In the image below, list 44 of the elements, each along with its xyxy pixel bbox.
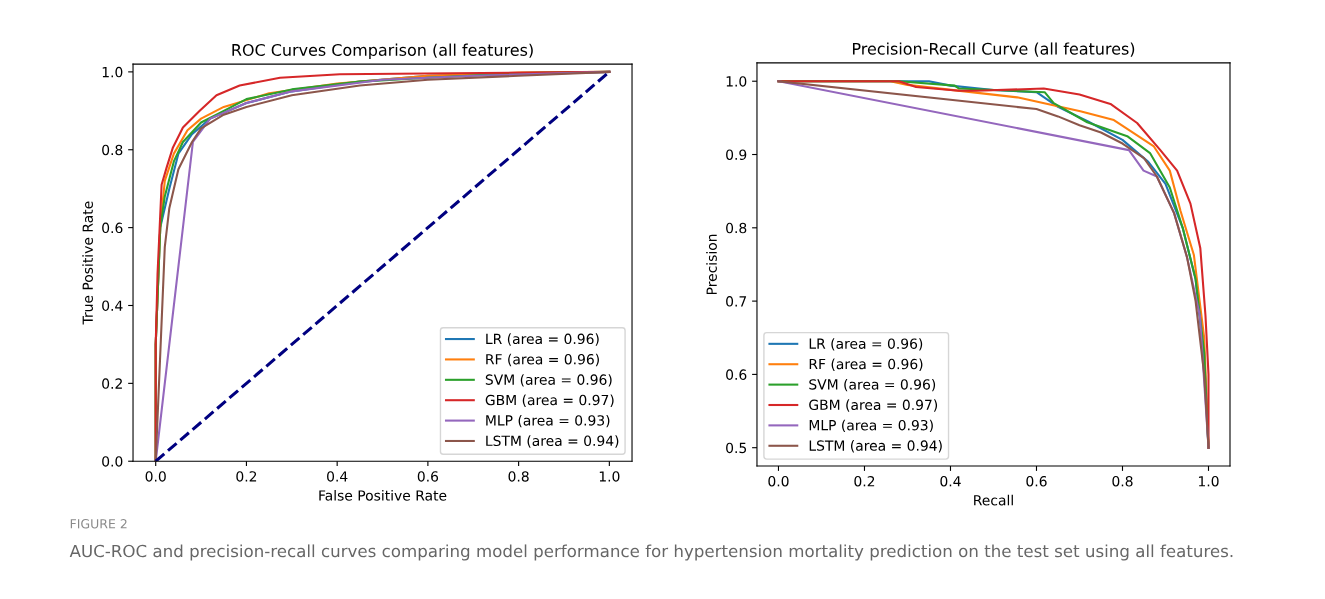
x-tick-label: 0.2 (236, 471, 257, 482)
legend-label: GBM (area = 0.97) (809, 399, 938, 412)
y-tick-label: 0.7 (726, 296, 747, 307)
y-tick-label: 0.5 (726, 442, 747, 454)
x-tick-label: 0.4 (327, 471, 348, 482)
legend-label: LSTM (area = 0.94) (486, 435, 619, 448)
y-tick-label: 1.0 (102, 66, 123, 78)
legend-label: LR (area = 0.96) (486, 333, 599, 346)
legend-label: RF (area = 0.96) (809, 358, 923, 371)
x-tick-label: 0.4 (940, 475, 961, 487)
x-tick-label: 0.0 (768, 475, 789, 487)
y-tick-label: 0.2 (102, 378, 122, 389)
legend-label: LR (area = 0.96) (809, 338, 923, 351)
y-tick-label: 0.9 (726, 149, 747, 160)
chart-title: ROC Curves Comparison (all features) (232, 43, 533, 60)
caption: FIGURE 2 (70, 519, 127, 529)
y-axis-title: True Positive Rate (82, 201, 93, 325)
legend-label: SVM (area = 0.96) (485, 374, 612, 387)
legend-label: GBM (area = 0.97) (485, 394, 614, 407)
y-tick-label: 1.0 (726, 76, 747, 87)
y-tick-label: 0.8 (102, 144, 123, 156)
y-tick-label: 0.0 (102, 456, 123, 467)
y-tick-label: 0.6 (726, 369, 747, 380)
x-tick-label: 1.0 (599, 471, 620, 482)
chart-title: Precision-Recall Curve (all features) (852, 42, 1135, 57)
y-axis-title: Precision (706, 234, 717, 295)
x-axis-title: False Positive Rate (319, 489, 447, 501)
y-tick-label: 0.4 (102, 300, 123, 311)
y-tick-label: 0.8 (726, 222, 747, 234)
legend-label: MLP (area = 0.93) (486, 414, 610, 428)
legend-label: SVM (area = 0.96) (809, 378, 936, 392)
x-tick-label: 0.6 (417, 471, 439, 482)
x-tick-label: 0.2 (854, 475, 875, 487)
legend-label: LSTM (area = 0.94) (809, 440, 942, 453)
y-tick-label: 0.6 (102, 222, 123, 234)
x-tick-label: 0.8 (508, 471, 529, 482)
legend-label: MLP (area = 0.93) (809, 419, 933, 433)
legend-label: RF (area = 0.96) (486, 353, 599, 367)
x-tick-label: 0.6 (1026, 475, 1047, 487)
x-tick-label: 0.0 (145, 471, 166, 482)
x-axis-title: Recall (974, 494, 1013, 506)
x-tick-label: 1.0 (1198, 475, 1219, 487)
x-tick-label: 0.8 (1112, 475, 1133, 487)
text: AUC-ROC and precision-recall curves comparing model performance for hypertension mortality prediction on the test set using all features. (69, 544, 1233, 561)
